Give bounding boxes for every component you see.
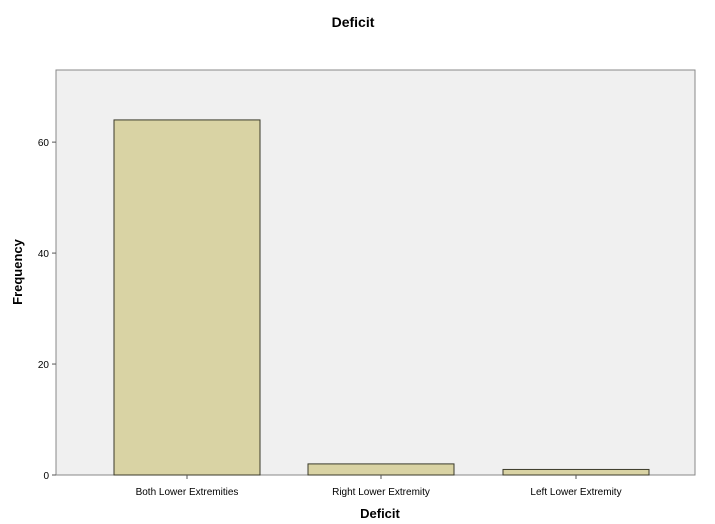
- y-tick-label: 0: [43, 471, 49, 482]
- x-axis: Both Lower Extremities Right Lower Extrem…: [136, 475, 622, 498]
- x-category-label: Left Lower Extremity: [530, 487, 621, 498]
- bar: [307, 463, 455, 476]
- bar: [113, 119, 261, 476]
- y-tick-label: 60: [38, 138, 50, 149]
- bar: [502, 468, 650, 476]
- x-category-label: Right Lower Extremity: [332, 487, 430, 498]
- y-axis-label: Frequency: [10, 238, 25, 305]
- y-axis: 0 20 40 60: [38, 138, 56, 482]
- x-axis-label: Deficit: [360, 506, 400, 521]
- x-category-label: Both Lower Extremities: [136, 487, 239, 498]
- y-tick-label: 40: [38, 249, 50, 260]
- chart-title: Deficit: [332, 14, 375, 30]
- y-tick-label: 20: [38, 360, 50, 371]
